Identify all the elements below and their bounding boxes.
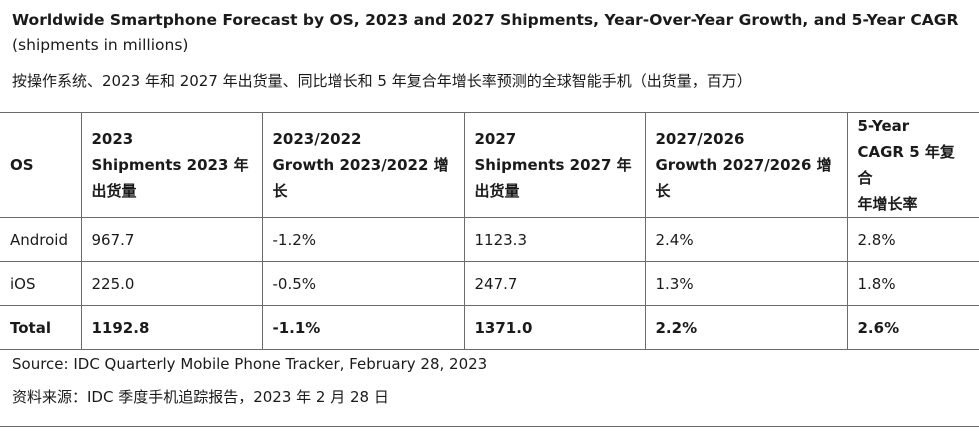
cell-shipments-2027: 247.7 — [463, 261, 646, 306]
forecast-table: OS 2023 Shipments 2023 年 出货量 2023/2022 G… — [0, 112, 979, 350]
header-cagr-line-1: 5-Year — [857, 117, 910, 135]
header-growth-2023: 2023/2022 Growth 2023/2022 增长 — [261, 112, 465, 218]
cell-os: Total — [0, 305, 82, 350]
cell-shipments-2027: 1371.0 — [463, 305, 646, 350]
bottom-divider — [0, 426, 979, 427]
cell-cagr: 1.8% — [846, 261, 979, 306]
cell-cagr: 2.6% — [846, 305, 979, 350]
header-shipments-2023-line-1: 2023 — [91, 130, 134, 148]
header-shipments-2023-line-2: Shipments 2023 年 — [91, 156, 249, 174]
cell-growth-2027: 1.3% — [644, 261, 848, 306]
header-shipments-2027-line-3: 出货量 — [474, 182, 520, 200]
source-note-chinese: 资料来源：IDC 季度手机追踪报告，2023 年 2 月 28 日 — [12, 388, 389, 406]
cell-growth-2027: 2.4% — [644, 217, 848, 262]
title-units: (shipments in millions) — [12, 36, 189, 54]
table-row-ios: iOS 225.0 -0.5% 247.7 1.3% 1.8% — [0, 261, 979, 306]
cell-os: Android — [0, 217, 82, 262]
header-shipments-2023: 2023 Shipments 2023 年 出货量 — [80, 112, 263, 218]
header-growth-2027-line-2: Growth 2027/2026 增长 — [655, 156, 832, 200]
header-shipments-2027-line-2: Shipments 2027 年 — [474, 156, 632, 174]
header-growth-2027-line-1: 2027/2026 — [655, 130, 745, 148]
cell-cagr: 2.8% — [846, 217, 979, 262]
header-shipments-2023-line-3: 出货量 — [91, 182, 137, 200]
header-growth-2027: 2027/2026 Growth 2027/2026 增长 — [644, 112, 848, 218]
header-os-line-1: OS — [10, 156, 34, 174]
header-cagr-line-2: CAGR 5 年复合 — [857, 143, 955, 187]
header-shipments-2027-line-1: 2027 — [474, 130, 517, 148]
title-main: Worldwide Smartphone Forecast by OS, 202… — [12, 11, 959, 29]
cell-growth-2023: -1.1% — [261, 305, 465, 350]
cell-shipments-2027: 1123.3 — [463, 217, 646, 262]
cell-growth-2023: -0.5% — [261, 261, 465, 306]
cell-growth-2027: 2.2% — [644, 305, 848, 350]
cell-shipments-2023: 967.7 — [80, 217, 263, 262]
table-row-android: Android 967.7 -1.2% 1123.3 2.4% 2.8% — [0, 217, 979, 262]
cell-shipments-2023: 225.0 — [80, 261, 263, 306]
header-growth-2023-line-2: Growth 2023/2022 增长 — [272, 156, 449, 200]
header-cagr-line-3: 年增长率 — [857, 195, 918, 213]
cell-os: iOS — [0, 261, 82, 306]
header-cagr: 5-Year CAGR 5 年复合 年增长率 — [846, 112, 979, 218]
cell-growth-2023: -1.2% — [261, 217, 465, 262]
table-title: Worldwide Smartphone Forecast by OS, 202… — [12, 8, 962, 58]
header-os: OS — [0, 112, 82, 218]
subtitle-chinese: 按操作系统、2023 年和 2027 年出货量、同比增长和 5 年复合年增长率预… — [12, 72, 752, 90]
source-note-english: Source: IDC Quarterly Mobile Phone Track… — [12, 355, 488, 373]
header-growth-2023-line-1: 2023/2022 — [272, 130, 362, 148]
table-row-total: Total 1192.8 -1.1% 1371.0 2.2% 2.6% — [0, 305, 979, 350]
header-row: OS 2023 Shipments 2023 年 出货量 2023/2022 G… — [0, 112, 979, 218]
header-shipments-2027: 2027 Shipments 2027 年 出货量 — [463, 112, 646, 218]
cell-shipments-2023: 1192.8 — [80, 305, 263, 350]
